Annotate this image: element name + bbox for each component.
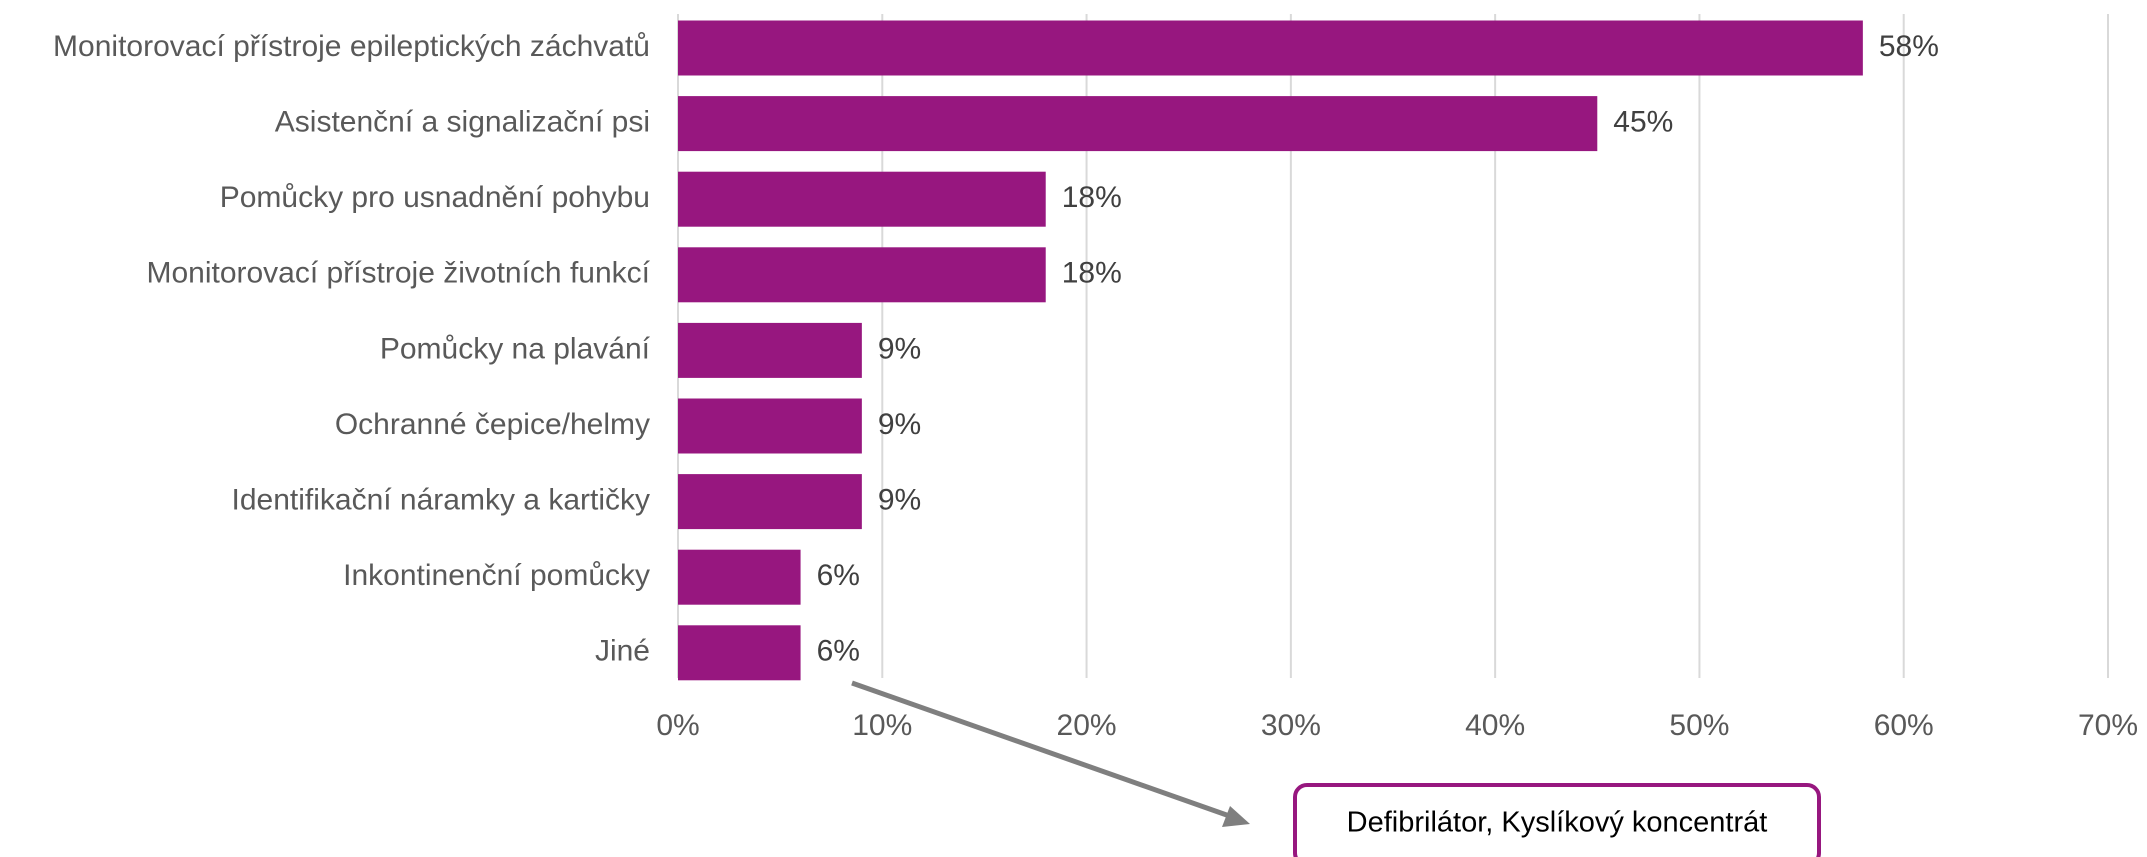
annotation-box (1293, 783, 1821, 857)
x-tick-label: 40% (1465, 709, 1525, 742)
bar (678, 96, 1598, 152)
value-label: 58% (1879, 30, 1939, 63)
y-tick-label: Pomůcky pro usnadnění pohybu (220, 181, 650, 214)
bar (678, 625, 801, 681)
y-tick-label: Jiné (595, 635, 650, 668)
y-tick-label: Monitorovací přístroje epileptických zác… (53, 30, 650, 63)
value-label: 9% (878, 408, 921, 441)
value-label: 9% (878, 332, 921, 365)
bar (678, 398, 862, 454)
x-tick-label: 70% (2078, 709, 2138, 742)
value-label: 9% (878, 484, 921, 517)
value-label: 6% (817, 559, 860, 592)
annotation-text: Defibrilátor, Kyslíkový koncentrát (1347, 807, 1768, 839)
x-tick-label: 20% (1057, 709, 1117, 742)
y-tick-label: Ochranné čepice/helmy (335, 408, 650, 441)
bar (678, 474, 862, 530)
bar (678, 322, 862, 378)
x-tick-label: 30% (1261, 709, 1321, 742)
value-label: 6% (817, 635, 860, 668)
annotation-arrow (851, 680, 1239, 822)
x-tick-label: 0% (656, 709, 699, 742)
x-tick-label: 60% (1874, 709, 1934, 742)
bar (678, 247, 1046, 303)
bar (678, 549, 801, 605)
y-tick-label: Inkontinenční pomůcky (343, 559, 650, 592)
y-tick-label: Asistenční a signalizační psi (275, 106, 650, 139)
x-tick-label: 10% (852, 709, 912, 742)
value-label: 45% (1613, 106, 1673, 139)
bar (678, 171, 1046, 227)
y-tick-label: Pomůcky na plavání (380, 332, 651, 365)
bar (678, 20, 1863, 76)
arrow-head (1222, 806, 1250, 827)
x-tick-label: 50% (1669, 709, 1729, 742)
value-label: 18% (1062, 181, 1122, 214)
y-tick-label: Identifikační náramky a kartičky (232, 484, 651, 517)
value-label: 18% (1062, 257, 1122, 290)
y-tick-label: Monitorovací přístroje životních funkcí (146, 257, 650, 290)
